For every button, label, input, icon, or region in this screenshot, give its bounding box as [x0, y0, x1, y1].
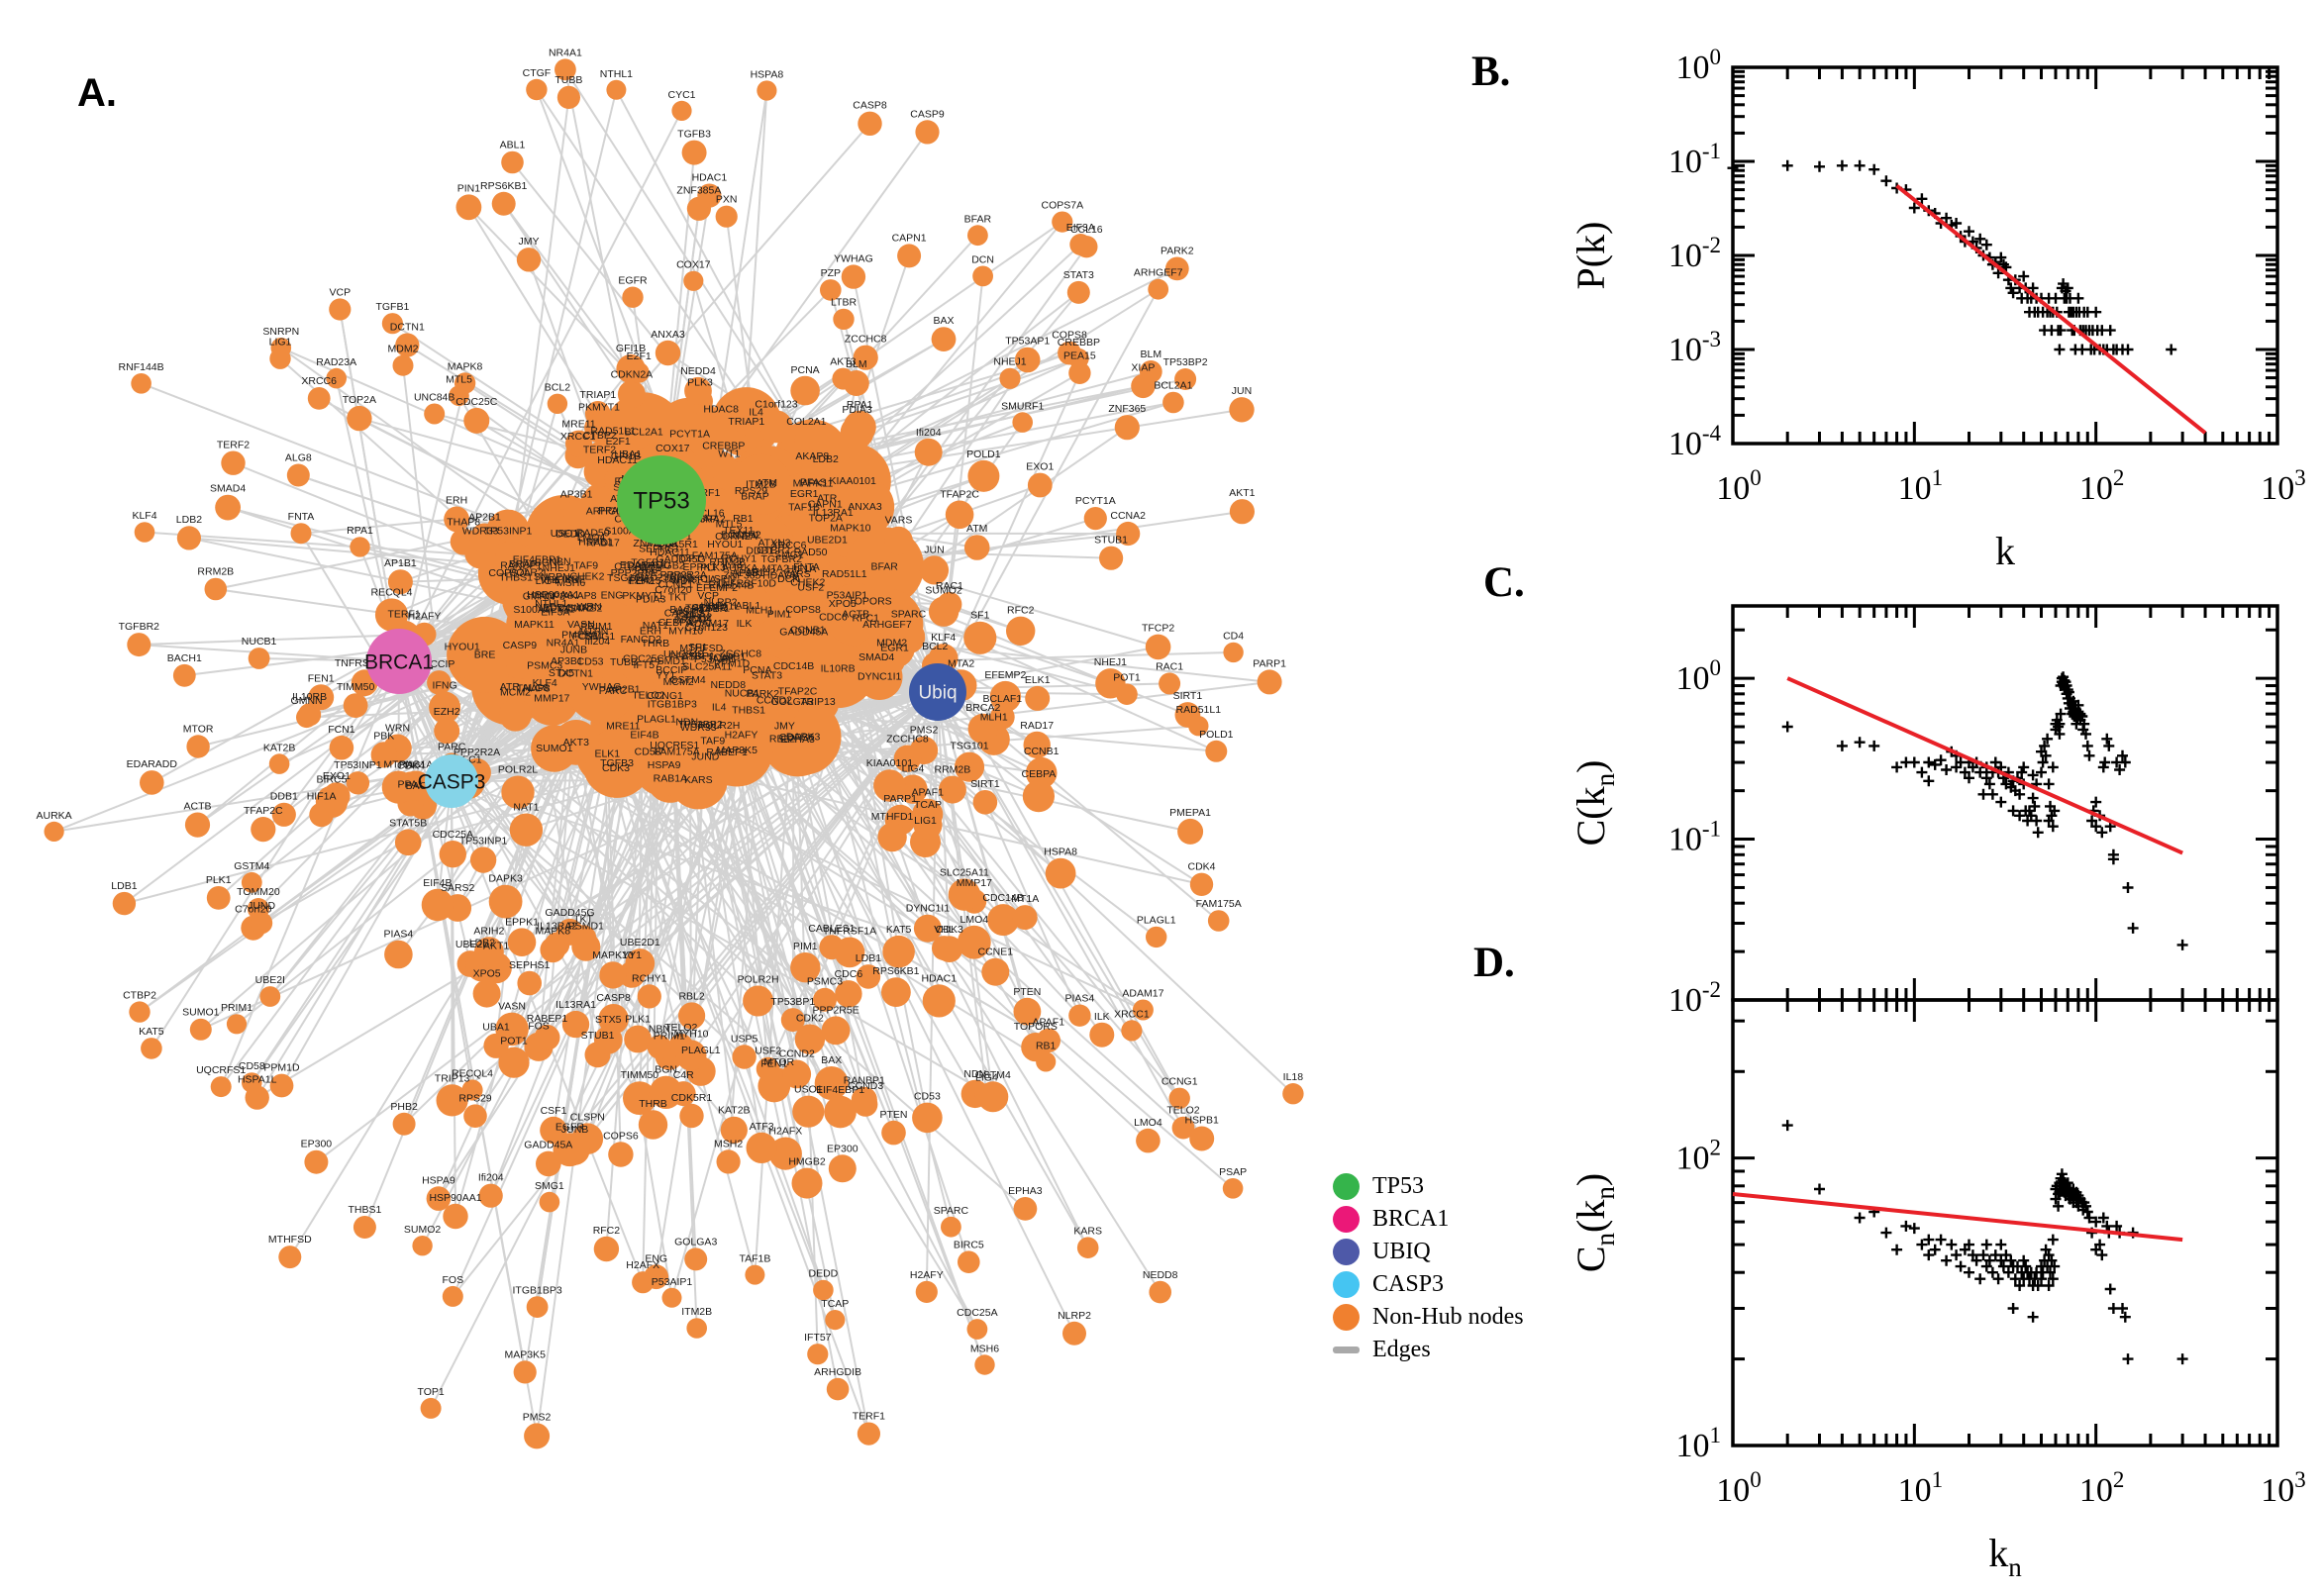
panel-c-label: C.	[1483, 559, 1525, 606]
svg-text:10-3: 10-3	[1668, 327, 1721, 368]
svg-text:102: 102	[1676, 1136, 1722, 1177]
legend-label-non-hub: Non-Hub nodes	[1372, 1304, 1524, 1330]
legend-item-edges: Edges	[1333, 1334, 1524, 1366]
svg-text:103: 103	[2261, 465, 2306, 507]
hub-label-brca1: BRCA1	[364, 650, 434, 673]
panel-a-label: A.	[77, 71, 117, 115]
legend-item-casp3: CASP3	[1333, 1268, 1524, 1301]
panel-D-ticks	[1731, 1000, 2279, 1447]
svg-text:C(kn): C(kn)	[1568, 760, 1620, 847]
panel-D-points	[1781, 1120, 2188, 1365]
svg-text:101: 101	[1676, 1423, 1722, 1464]
hub-label-casp3: CASP3	[418, 770, 486, 793]
hub-node-casp3: CASP3	[418, 754, 486, 808]
panel-B-points	[1727, 159, 2177, 355]
svg-text:10-2: 10-2	[1668, 977, 1721, 1019]
svg-text:10-1: 10-1	[1668, 139, 1721, 180]
svg-text:102: 102	[2079, 1467, 2125, 1509]
legend-label-tp53: TP53	[1372, 1173, 1425, 1199]
legend-ubiq-circle-swatch	[1333, 1239, 1360, 1265]
legend-edges-line-swatch	[1333, 1347, 1360, 1353]
svg-text:100: 100	[1716, 465, 1762, 507]
hub-node-tp53: TP53	[617, 455, 706, 545]
svg-text:kn: kn	[1988, 1531, 2022, 1582]
legend-label-casp3: CASP3	[1372, 1271, 1445, 1297]
panel-C-fit-line	[1786, 676, 2183, 855]
panel-C-ticks	[1731, 606, 2279, 1002]
panel-B-axis-labels: 100 101 102 103 100 10-1 10-2 10-3 10-4 k P(k)	[1568, 45, 2306, 573]
svg-text:100: 100	[1676, 45, 1722, 86]
network-nodes	[44, 58, 1304, 1449]
panel-B-frame	[1731, 65, 2279, 446]
legend-brca1-circle-swatch	[1333, 1206, 1360, 1233]
svg-text:101: 101	[1898, 1467, 1944, 1509]
hub-node-ubiq: Ubiq	[909, 663, 966, 721]
panel-B-fit-line	[1895, 184, 2207, 435]
svg-text:101: 101	[1898, 465, 1944, 507]
svg-text:k: k	[1995, 529, 2015, 573]
hub-label-ubiq: Ubiq	[918, 683, 957, 704]
legend: TP53 BRCA1 UBIQ CASP3 Non-Hub nodes Edges	[1333, 1170, 1524, 1366]
svg-text:P(k): P(k)	[1568, 222, 1613, 290]
network-hub-nodes: TP53 BRCA1 Ubiq CASP3	[364, 455, 966, 808]
svg-text:10-2: 10-2	[1668, 233, 1721, 274]
svg-text:10-1: 10-1	[1668, 817, 1721, 858]
hub-node-brca1: BRCA1	[364, 629, 434, 694]
panel-D-fit-line	[1732, 1191, 2183, 1243]
legend-label-edges: Edges	[1372, 1337, 1431, 1362]
svg-text:100: 100	[1716, 1467, 1762, 1509]
legend-non-hub-circle-swatch	[1333, 1304, 1360, 1331]
legend-label-brca1: BRCA1	[1372, 1206, 1450, 1232]
legend-tp53-circle-swatch	[1333, 1173, 1360, 1200]
panel-d-label: D.	[1473, 940, 1515, 986]
panel-C: 100 10-1 10-2 C(kn)	[1568, 604, 2279, 1019]
svg-text:Cn(kn): Cn(kn)	[1568, 1173, 1620, 1272]
svg-text:103: 103	[2261, 1467, 2306, 1509]
panel-B: 100 101 102 103 100 10-1 10-2 10-3 10-4 k P(k)	[1568, 45, 2306, 573]
panel-B-ticks	[1731, 65, 2279, 446]
svg-text:100: 100	[1676, 655, 1722, 697]
panel-C-axis-labels: 100 10-1 10-2 C(kn)	[1568, 655, 1721, 1019]
svg-text:10-4: 10-4	[1668, 421, 1722, 462]
legend-item-non-hub: Non-Hub nodes	[1333, 1301, 1524, 1334]
legend-casp3-circle-swatch	[1333, 1271, 1360, 1298]
legend-label-ubiq: UBIQ	[1372, 1239, 1431, 1264]
panel-C-points	[1781, 671, 2188, 950]
panel-b-label: B.	[1471, 49, 1511, 95]
network-graph: TCAPIfi204NHEJ1PRIM1TP53INP1P53AIP1KLF4T…	[37, 47, 1304, 1449]
hub-label-tp53: TP53	[633, 487, 689, 514]
svg-text:102: 102	[2079, 465, 2125, 507]
legend-item-tp53: TP53	[1333, 1170, 1524, 1203]
legend-item-brca1: BRCA1	[1333, 1203, 1524, 1236]
legend-item-ubiq: UBIQ	[1333, 1236, 1524, 1268]
